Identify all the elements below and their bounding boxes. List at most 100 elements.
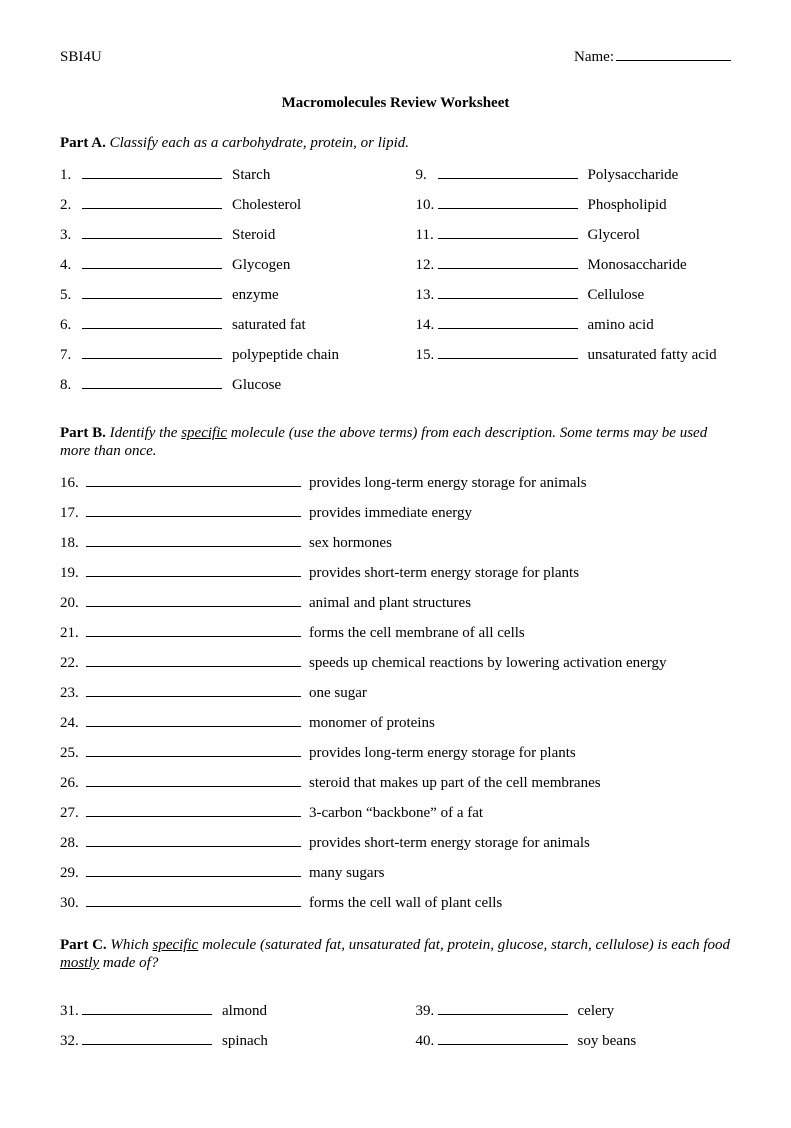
item-description: provides long-term energy storage for pl… <box>309 744 576 762</box>
list-item: 8. Glucose <box>60 376 376 394</box>
item-description: animal and plant structures <box>309 594 471 612</box>
answer-blank[interactable] <box>86 846 301 847</box>
item-number: 32. <box>60 1032 82 1050</box>
list-item: 11.Glycerol <box>416 226 732 244</box>
list-item: 32.spinach <box>60 1032 376 1050</box>
item-number: 15. <box>416 346 438 364</box>
part-c-label: Part C. <box>60 937 107 953</box>
item-description: provides short-term energy storage for p… <box>309 564 579 582</box>
list-item: 29.many sugars <box>60 864 731 882</box>
answer-blank[interactable] <box>86 786 301 787</box>
item-number: 1. <box>60 166 82 184</box>
list-item: 5. enzyme <box>60 286 376 304</box>
list-item: 9.Polysaccharide <box>416 166 732 184</box>
list-item: 7. polypeptide chain <box>60 346 376 364</box>
name-blank[interactable] <box>616 60 731 61</box>
answer-blank[interactable] <box>86 516 301 517</box>
list-item: 3.Steroid <box>60 226 376 244</box>
answer-blank[interactable] <box>438 208 578 209</box>
answer-blank[interactable] <box>86 816 301 817</box>
answer-blank[interactable] <box>86 756 301 757</box>
item-number: 8. <box>60 376 82 394</box>
answer-blank[interactable] <box>86 726 301 727</box>
answer-blank[interactable] <box>438 1014 568 1015</box>
answer-blank[interactable] <box>438 328 578 329</box>
answer-blank[interactable] <box>86 666 301 667</box>
list-item: 12.Monosaccharide <box>416 256 732 274</box>
answer-blank[interactable] <box>86 486 301 487</box>
part-b-list: 16.provides long-term energy storage for… <box>60 474 731 912</box>
part-a-header: Part A. Classify each as a carbohydrate,… <box>60 134 731 152</box>
part-c-header: Part C. Which specific molecule (saturat… <box>60 936 731 972</box>
list-item: 22. speeds up chemical reactions by lower… <box>60 654 731 672</box>
part-a-columns: 1.Starch 2.Cholesterol 3.Steroid 4.Glyco… <box>60 166 731 406</box>
item-term: almond <box>222 1002 376 1020</box>
answer-blank[interactable] <box>82 268 222 269</box>
answer-blank[interactable] <box>82 388 222 389</box>
part-c-left-column: 31.almond 32.spinach <box>60 1002 376 1062</box>
item-number: 20. <box>60 594 86 612</box>
list-item: 23.one sugar <box>60 684 731 702</box>
list-item: 31.almond <box>60 1002 376 1020</box>
list-item: 26.steroid that makes up part of the cel… <box>60 774 731 792</box>
answer-blank[interactable] <box>86 576 301 577</box>
answer-blank[interactable] <box>82 1044 212 1045</box>
answer-blank[interactable] <box>86 636 301 637</box>
part-b-header: Part B. Identify the specific molecule (… <box>60 424 731 460</box>
item-term: enzyme <box>232 286 376 304</box>
answer-blank[interactable] <box>86 906 301 907</box>
answer-blank[interactable] <box>86 696 301 697</box>
answer-blank[interactable] <box>438 268 578 269</box>
item-number: 18. <box>60 534 86 552</box>
part-c-instruction: Which specific molecule (saturated fat, … <box>60 937 730 971</box>
list-item: 17.provides immediate energy <box>60 504 731 522</box>
item-description: one sugar <box>309 684 367 702</box>
partb-instr-underline: specific <box>181 425 227 441</box>
item-description: speeds up chemical reactions by lowering… <box>309 654 667 672</box>
item-term: Glucose <box>232 376 376 394</box>
answer-blank[interactable] <box>86 876 301 877</box>
item-number: 17. <box>60 504 86 522</box>
partc-instr-pre: Which <box>110 937 152 953</box>
item-description: 3-carbon “backbone” of a fat <box>309 804 483 822</box>
list-item: 19.provides short-term energy storage fo… <box>60 564 731 582</box>
answer-blank[interactable] <box>82 358 222 359</box>
answer-blank[interactable] <box>82 208 222 209</box>
answer-blank[interactable] <box>86 606 301 607</box>
partb-instr-pre: Identify the <box>110 425 182 441</box>
answer-blank[interactable] <box>438 238 578 239</box>
item-number: 4. <box>60 256 82 274</box>
partc-instr-mid: molecule (saturated fat, unsaturated fat… <box>198 937 730 953</box>
answer-blank[interactable] <box>82 328 222 329</box>
item-description: monomer of proteins <box>309 714 435 732</box>
part-b-label: Part B. <box>60 425 106 441</box>
item-term: Glycerol <box>588 226 732 244</box>
item-number: 29. <box>60 864 86 882</box>
answer-blank[interactable] <box>86 546 301 547</box>
list-item: 15.unsaturated fatty acid <box>416 346 732 364</box>
page-header: SBI4U Name: <box>60 48 731 66</box>
part-b-instruction: Identify the specific molecule (use the … <box>60 425 707 459</box>
answer-blank[interactable] <box>438 178 578 179</box>
item-number: 28. <box>60 834 86 852</box>
answer-blank[interactable] <box>438 358 578 359</box>
item-term: Phospholipid <box>588 196 732 214</box>
item-description: provides short-term energy storage for a… <box>309 834 590 852</box>
item-term: Monosaccharide <box>588 256 732 274</box>
list-item: 27.3-carbon “backbone” of a fat <box>60 804 731 822</box>
answer-blank[interactable] <box>438 1044 568 1045</box>
worksheet-title: Macromolecules Review Worksheet <box>60 94 731 112</box>
item-number: 5. <box>60 286 82 304</box>
answer-blank[interactable] <box>82 178 222 179</box>
item-number: 7. <box>60 346 82 364</box>
answer-blank[interactable] <box>82 1014 212 1015</box>
item-number: 22. <box>60 654 86 672</box>
part-c-columns: 31.almond 32.spinach 39.celery 40.soy be… <box>60 1002 731 1062</box>
list-item: 30.forms the cell wall of plant cells <box>60 894 731 912</box>
answer-blank[interactable] <box>82 238 222 239</box>
answer-blank[interactable] <box>438 298 578 299</box>
partc-instr-u1: specific <box>152 937 198 953</box>
answer-blank[interactable] <box>82 298 222 299</box>
item-term: polypeptide chain <box>232 346 376 364</box>
item-number: 10. <box>416 196 438 214</box>
